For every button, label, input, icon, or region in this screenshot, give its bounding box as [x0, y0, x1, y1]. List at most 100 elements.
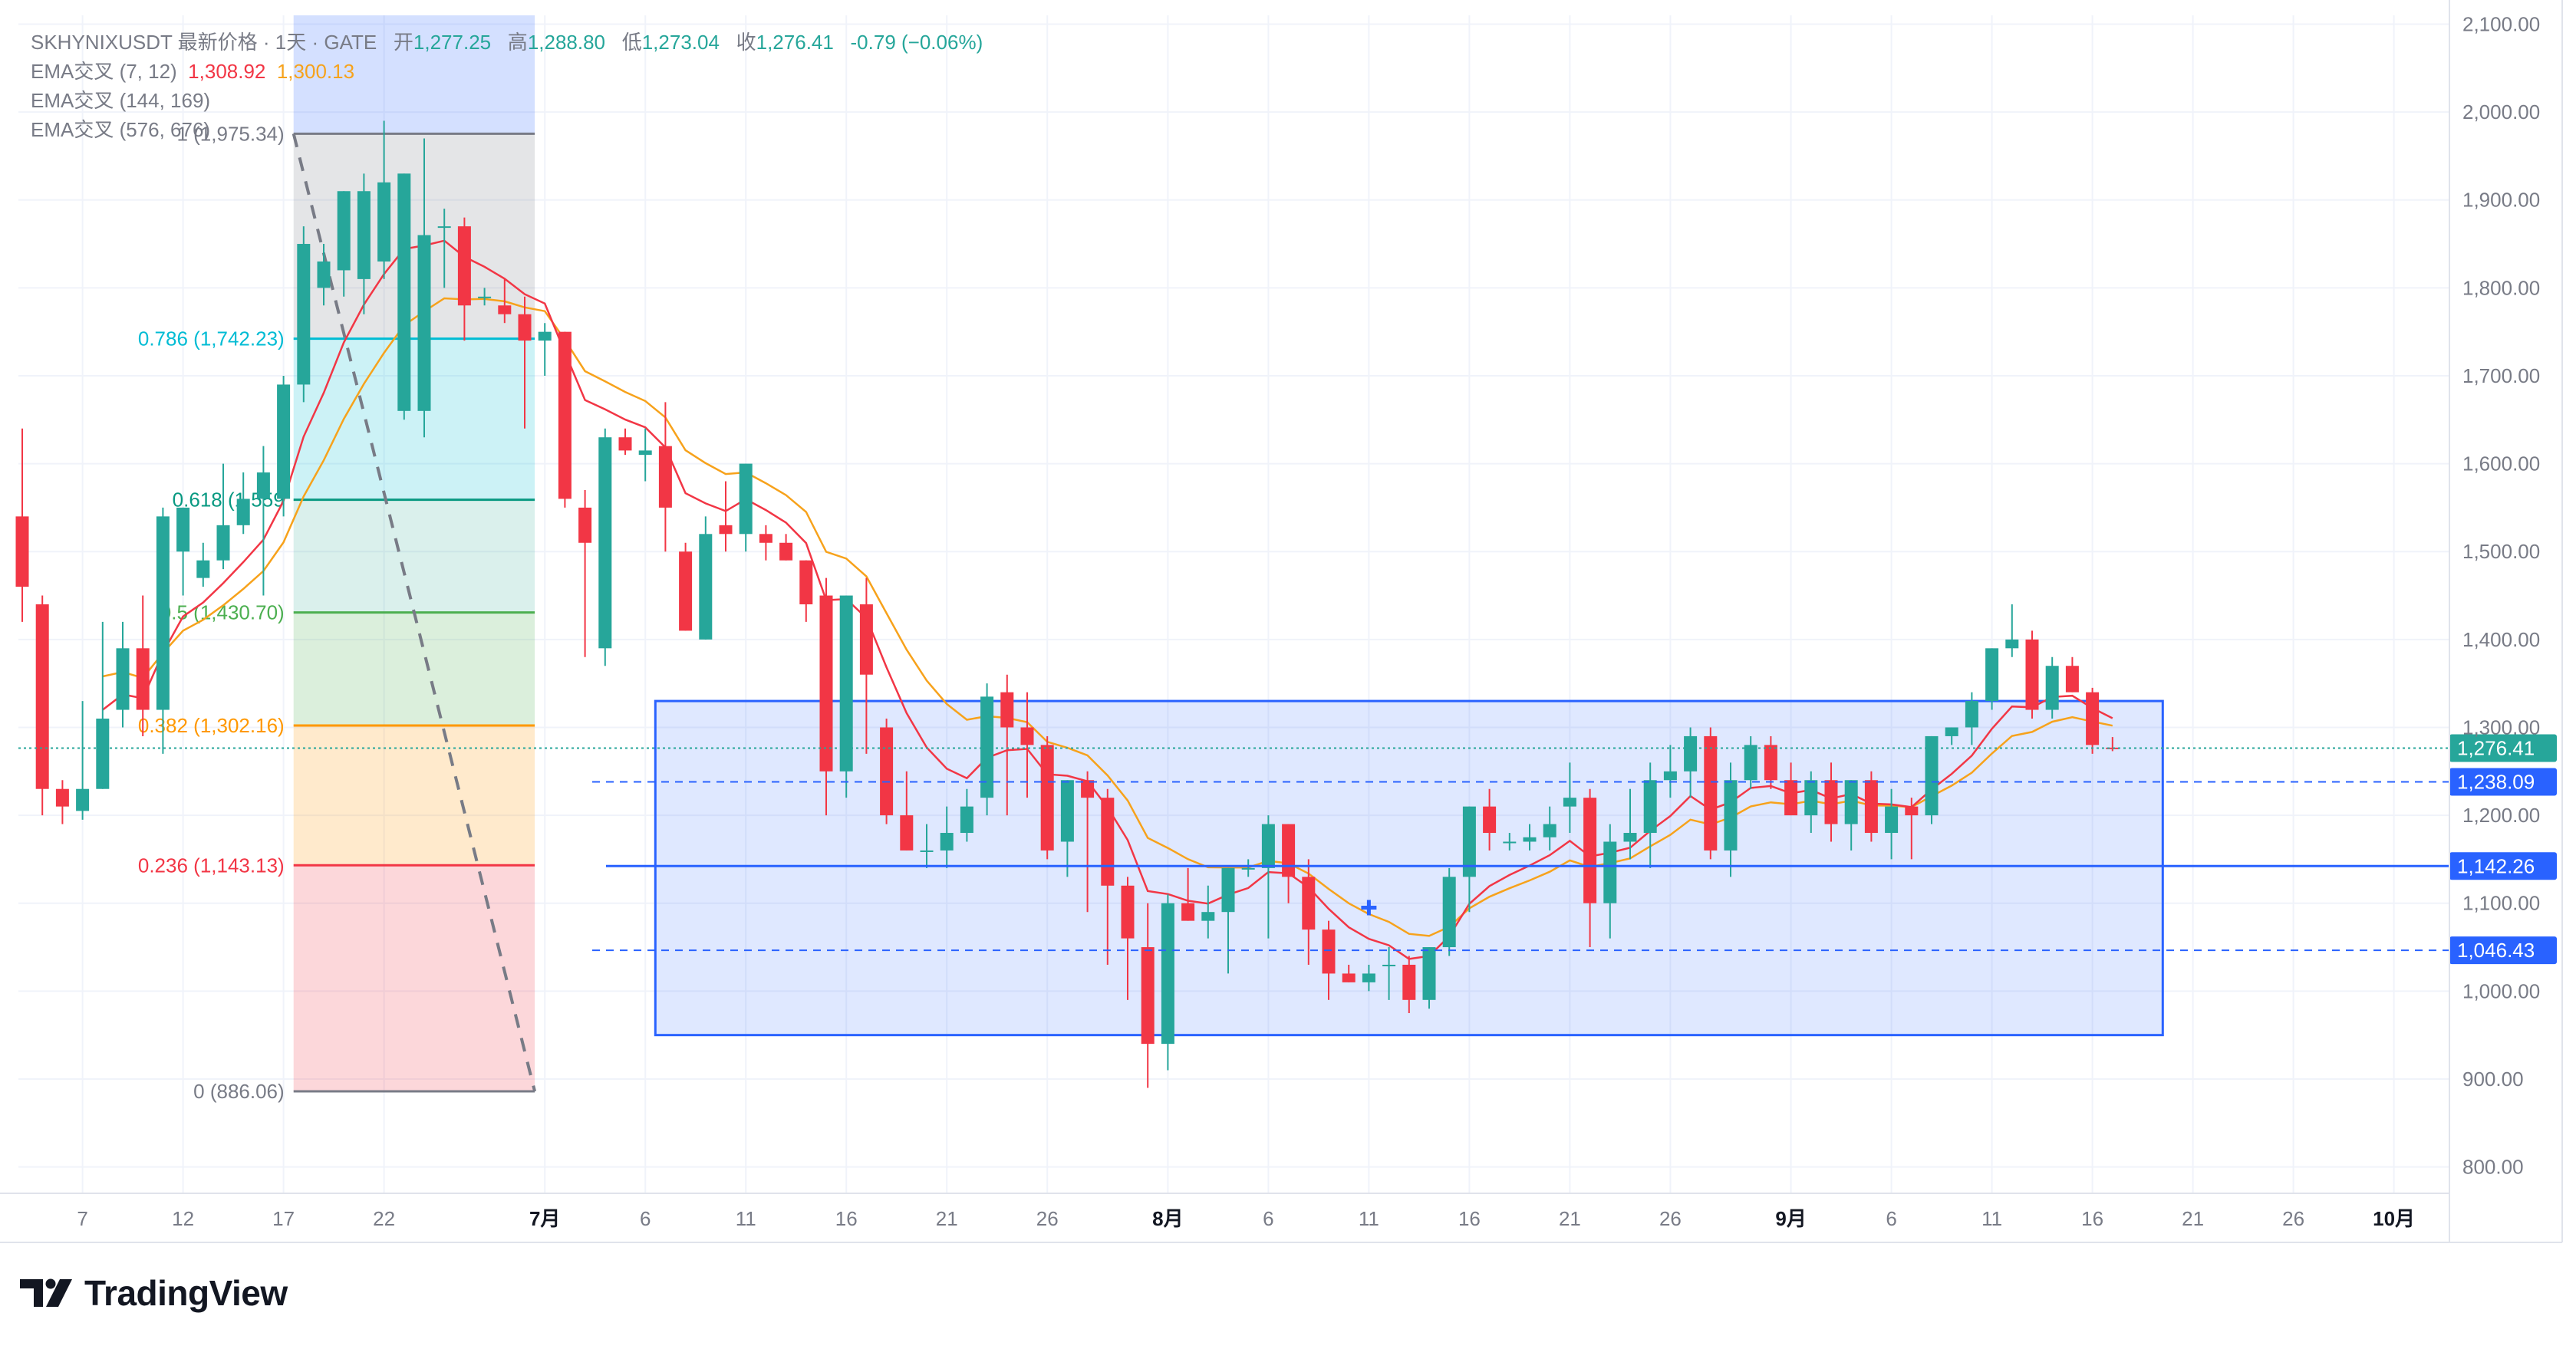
price-tick-label: 1,800.00: [2462, 276, 2540, 299]
last-price-text: 1,276.41: [2457, 737, 2535, 760]
candle-body: [1101, 798, 1115, 886]
ema2-label: EMA交叉 (144, 169): [31, 89, 211, 112]
time-tick-label: 17: [272, 1207, 295, 1230]
candle: [277, 375, 291, 517]
candle-body: [1282, 824, 1296, 877]
candle: [920, 824, 934, 868]
candle: [1261, 815, 1275, 939]
candle-body: [256, 472, 270, 499]
candle-body: [1000, 692, 1014, 728]
candle-body: [658, 446, 672, 508]
price-tick-label: 1,900.00: [2462, 189, 2540, 212]
candle-body: [1201, 912, 1215, 921]
candle: [1503, 833, 1517, 851]
candle: [618, 428, 632, 456]
candle: [1342, 964, 1356, 982]
time-tick-label: 11: [1359, 1207, 1379, 1230]
candle-body: [1342, 973, 1356, 982]
candle-body: [35, 604, 49, 789]
candle-body: [1764, 745, 1777, 781]
time-tick-label: 21: [1559, 1207, 1581, 1230]
time-tick-label: 11: [736, 1207, 756, 1230]
time-tick-label: 16: [1458, 1207, 1481, 1230]
candle: [719, 481, 733, 552]
candle-body: [1261, 824, 1275, 868]
price-tick-label: 900.00: [2462, 1068, 2524, 1091]
price-tick-label: 1,000.00: [2462, 979, 2540, 1002]
candle-body: [1724, 780, 1738, 851]
time-tick-label: 12: [172, 1207, 194, 1230]
candle-body: [156, 516, 170, 710]
time-tick-label: 26: [1036, 1207, 1059, 1230]
candle: [1040, 735, 1054, 860]
candle-body: [1322, 929, 1336, 974]
level-price-text: 1,238.09: [2457, 770, 2535, 793]
ema-slow-line: [102, 297, 2113, 937]
candle: [1141, 903, 1155, 1088]
candle: [1663, 745, 1677, 798]
ema3-label: EMA交叉 (576, 676): [31, 118, 211, 141]
high-label: 高: [507, 31, 528, 54]
time-tick-label: 9月: [1775, 1207, 1806, 1230]
candle: [357, 173, 371, 314]
candle: [1985, 648, 1999, 710]
candle-body: [1040, 745, 1054, 851]
brand-name: TradingView: [84, 1273, 288, 1313]
fib-retracement[interactable]: 1 (1,975.34)0.786 (1,742.23)0.618 (1,559…: [138, 15, 537, 1103]
candle: [317, 244, 331, 306]
candle: [1221, 867, 1235, 974]
horizontal-lines[interactable]: 1,238.09 1,142.26 1,046.43 1,276.41: [18, 734, 2557, 965]
fib-trend-line: [292, 133, 537, 1092]
price-tick-label: 1,300.00: [2462, 716, 2540, 739]
open-value: 1,277.25: [413, 31, 492, 54]
candle: [2025, 630, 2039, 719]
fib-band: [293, 725, 535, 866]
close-value: 1,276.41: [756, 31, 834, 54]
ema3-legend-row[interactable]: EMA交叉 (576, 676): [31, 115, 983, 144]
time-tick-label: 21: [936, 1207, 958, 1230]
fib-band-top: [293, 15, 535, 134]
candle-body: [337, 191, 351, 271]
candle-body: [839, 595, 853, 772]
candle-body: [538, 331, 552, 341]
candle: [1945, 727, 1958, 745]
candle: [538, 323, 552, 376]
candle-body: [2106, 747, 2120, 749]
candle-body: [417, 235, 431, 411]
low-value: 1,273.04: [641, 31, 720, 54]
candle: [1322, 920, 1336, 1000]
ema2-legend-row[interactable]: EMA交叉 (144, 169): [31, 86, 983, 115]
brand[interactable]: TradingView: [20, 1270, 288, 1316]
fib-level-label: 0 (886.06): [193, 1080, 285, 1103]
candle: [859, 577, 873, 754]
time-tick-label: 22: [373, 1207, 395, 1230]
candle: [759, 525, 772, 561]
candle-body: [196, 560, 210, 578]
candle: [839, 595, 853, 798]
candle-body: [377, 182, 391, 262]
candle-body: [2045, 666, 2059, 710]
ema1-legend-row[interactable]: EMA交叉 (7, 12) 1,308.92 1,300.13: [31, 57, 983, 86]
candle: [216, 463, 230, 570]
candle-body: [1523, 837, 1537, 842]
candle-body: [1563, 798, 1576, 807]
level-price-badge: [2449, 768, 2557, 796]
candles: [15, 120, 2120, 1088]
candle: [739, 463, 753, 552]
candle-body: [1422, 947, 1436, 1000]
candle: [55, 780, 69, 824]
fib-band: [293, 865, 535, 1091]
candle-body: [1684, 735, 1698, 772]
candle: [1563, 762, 1576, 834]
candle-body: [136, 648, 150, 710]
price-tick-label: 1,200.00: [2462, 804, 2540, 827]
fib-band: [293, 499, 535, 613]
candle-body: [940, 833, 954, 851]
candle: [1824, 762, 1838, 842]
time-tick-label: 10月: [2373, 1207, 2415, 1230]
candle-body: [55, 788, 69, 807]
candle-body: [498, 305, 512, 314]
price-tick-label: 2,100.00: [2462, 12, 2540, 35]
